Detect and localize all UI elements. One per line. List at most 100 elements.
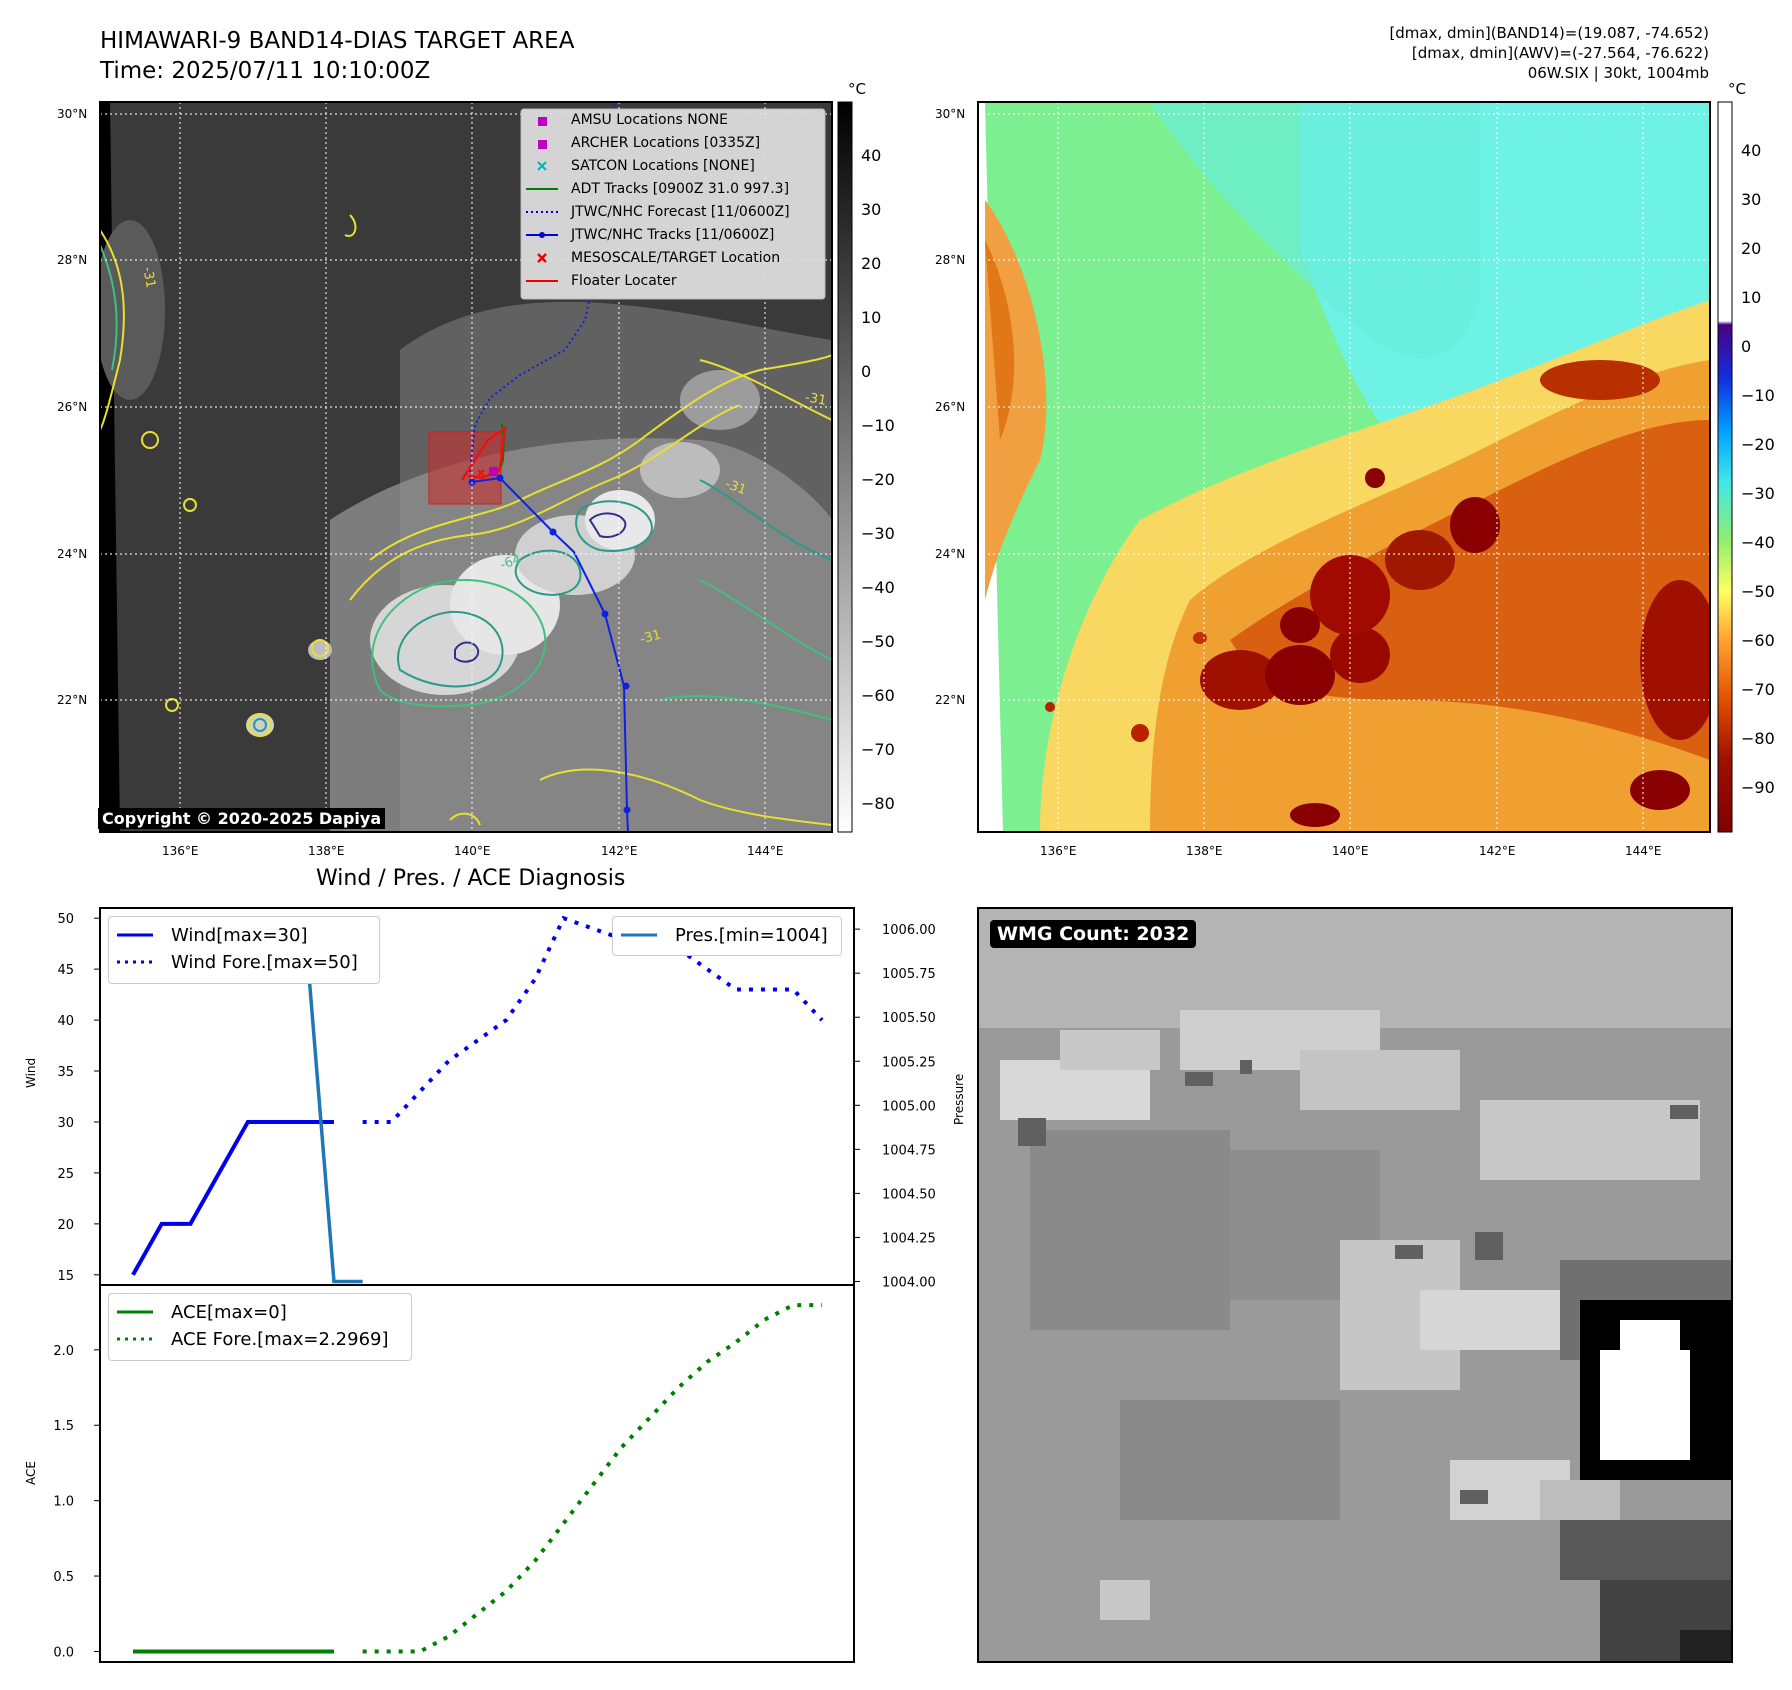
- lon-label-140-right: 140°E: [1332, 844, 1369, 858]
- lat-label-22: 22°N: [57, 693, 88, 707]
- lon-label-136: 136°E: [162, 844, 199, 858]
- lat-label-22-right: 22°N: [935, 693, 966, 707]
- legend-archer: ARCHER Locations [0335Z]: [571, 135, 761, 151]
- lon-label-136-right: 136°E: [1040, 844, 1077, 858]
- pressure-tick-label: 1005.75: [882, 967, 936, 982]
- pressure-tick-label: 1004.75: [882, 1143, 936, 1158]
- legend-ace-forecast: ACE Fore.[max=2.2969]: [171, 1329, 389, 1350]
- wmg-count-label: WMG Count: 2032: [990, 920, 1197, 948]
- right-cbar-tick: 0: [1741, 337, 1752, 356]
- legend-satcon: SATCON Locations [NONE]: [571, 158, 755, 174]
- legend-amsu: AMSU Locations NONE: [571, 112, 729, 128]
- ace-tick-label: 0.0: [53, 1645, 74, 1660]
- wind-tick-label: 15: [57, 1269, 74, 1284]
- pressure-tick-label: 1004.00: [882, 1275, 936, 1290]
- lon-label-144-right: 144°E: [1625, 844, 1662, 858]
- pressure-tick-label: 1004.50: [882, 1187, 936, 1202]
- right-cbar-tick: 10: [1741, 288, 1762, 307]
- series-line-wind-fore-: [362, 915, 824, 1124]
- right-cbar-tick: 30: [1741, 190, 1762, 209]
- legend-adt: ADT Tracks [0900Z 31.0 997.3]: [571, 181, 790, 197]
- pressure-legend-swatch: [621, 933, 657, 937]
- right-cbar-tick: −80: [1741, 729, 1775, 748]
- lat-label-24: 24°N: [57, 547, 88, 561]
- lon-label-140: 140°E: [454, 844, 491, 858]
- left-colorbar-unit: °C: [848, 80, 866, 98]
- legend-jtwc-tracks: JTWC/NHC Tracks [11/0600Z]: [571, 227, 775, 243]
- legend-floater: Floater Locater: [571, 273, 677, 289]
- pressure-legend: Pres.[min=1004]: [612, 916, 842, 956]
- lat-label-24-right: 24°N: [935, 547, 966, 561]
- left-cbar-tick: −80: [861, 794, 895, 813]
- copyright-label: Copyright © 2020-2025 Dapiya: [98, 808, 386, 829]
- legend-jtwc-forecast: JTWC/NHC Forecast [11/0600Z]: [571, 204, 790, 220]
- left-cbar-tick: 30: [861, 200, 882, 219]
- left-cbar-tick: −60: [861, 686, 895, 705]
- right-cbar-tick: −60: [1741, 631, 1775, 650]
- right-cbar-tick: −30: [1741, 484, 1775, 503]
- lon-label-138-right: 138°E: [1186, 844, 1223, 858]
- wind-legend-swatches: [117, 933, 153, 964]
- lat-label-30: 30°N: [57, 107, 88, 121]
- ace-tick-label: 0.5: [53, 1570, 74, 1585]
- series-line-wind: [131, 1119, 334, 1276]
- legend-mesoscale: MESOSCALE/TARGET Location: [571, 250, 781, 266]
- storm-info: 06W.SIX | 30kt, 1004mb: [1527, 64, 1709, 82]
- wind-tick-label: 35: [57, 1065, 74, 1080]
- wind-tick-label: 30: [57, 1116, 74, 1131]
- right-cbar-tick: −10: [1741, 386, 1775, 405]
- lon-label-142: 142°E: [601, 844, 638, 858]
- right-colorbar-unit: °C: [1728, 80, 1746, 98]
- legend-ace: ACE[max=0]: [171, 1302, 287, 1323]
- ir-map: [100, 102, 832, 832]
- left-cbar-tick: −30: [861, 524, 895, 543]
- lat-label-26-right: 26°N: [935, 400, 966, 414]
- pressure-tick-label: 1005.50: [882, 1011, 936, 1026]
- map-time: Time: 2025/07/11 10:10:00Z: [100, 58, 431, 84]
- lon-label-142-right: 142°E: [1479, 844, 1516, 858]
- pressure-tick-label: 1005.25: [882, 1055, 936, 1070]
- wmg-panel: [977, 907, 1733, 1663]
- legend-wind: Wind[max=30]: [171, 925, 308, 946]
- left-cbar-tick: −70: [861, 740, 895, 759]
- right-cbar-tick: −90: [1741, 778, 1775, 797]
- lat-label-30-right: 30°N: [935, 107, 966, 121]
- right-cbar-tick: 20: [1741, 239, 1762, 258]
- left-cbar-tick: −50: [861, 632, 895, 651]
- pressure-tick-label: 1005.00: [882, 1099, 936, 1114]
- left-cbar-tick: 10: [861, 308, 882, 327]
- lat-label-26: 26°N: [57, 400, 88, 414]
- awv-map: [978, 102, 1710, 832]
- right-cbar-tick: −50: [1741, 582, 1775, 601]
- ace-tick-label: 2.0: [53, 1344, 74, 1359]
- pressure-tick-label: 1004.25: [882, 1231, 936, 1246]
- ace-legend-swatches: [117, 1310, 153, 1341]
- pressure-tick-label: 1006.00: [882, 923, 936, 938]
- lat-label-28: 28°N: [57, 253, 88, 267]
- wind-tick-label: 20: [57, 1218, 74, 1233]
- wind-tick-label: 40: [57, 1014, 74, 1029]
- lon-label-138: 138°E: [308, 844, 345, 858]
- left-cbar-tick: −20: [861, 470, 895, 489]
- right-cbar-tick: −40: [1741, 533, 1775, 552]
- ace-tick-label: 1.0: [53, 1495, 74, 1510]
- right-cbar-tick: −70: [1741, 680, 1775, 699]
- map-title: HIMAWARI-9 BAND14-DIAS TARGET AREA: [100, 28, 575, 54]
- left-cbar-tick: −40: [861, 578, 895, 597]
- lon-label-144: 144°E: [747, 844, 784, 858]
- legend-pressure: Pres.[min=1004]: [675, 925, 828, 946]
- left-cbar-tick: 0: [861, 362, 872, 381]
- legend-wind-forecast: Wind Fore.[max=50]: [171, 952, 358, 973]
- left-cbar-tick: 40: [861, 146, 882, 165]
- band14-range: [dmax, dmin](BAND14)=(19.087, -74.652): [1389, 24, 1709, 42]
- diagnosis-title: Wind / Pres. / ACE Diagnosis: [316, 866, 626, 891]
- lat-label-28-right: 28°N: [935, 253, 966, 267]
- left-cbar-tick: −10: [861, 416, 895, 435]
- left-cbar-tick: 20: [861, 254, 882, 273]
- wind-tick-label: 25: [57, 1167, 74, 1182]
- wind-tick-label: 45: [57, 963, 74, 978]
- right-cbar-tick: −20: [1741, 435, 1775, 454]
- wind-tick-label: 50: [57, 912, 74, 927]
